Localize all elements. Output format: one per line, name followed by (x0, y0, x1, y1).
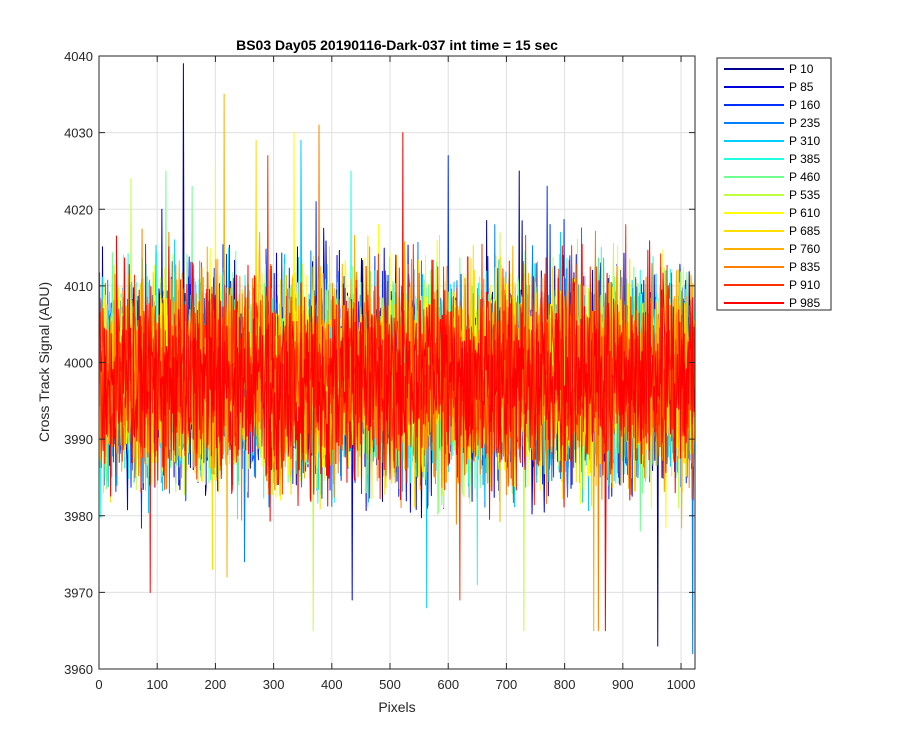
x-axis-ticks: 0 100 200 300 400 500 600 700 800 900 1000 (95, 56, 695, 692)
y-tick-label: 4020 (64, 202, 93, 217)
legend-label: P 535 (789, 188, 820, 202)
legend-label: P 160 (789, 98, 820, 112)
y-axis-ticks: 3960 3970 3980 3990 4000 4010 4020 4030 4040 (64, 49, 695, 677)
x-tick-label: 700 (496, 677, 518, 692)
x-tick-label: 300 (263, 677, 285, 692)
y-tick-label: 4010 (64, 279, 93, 294)
legend-label: P 835 (789, 260, 820, 274)
legend-label: P 685 (789, 224, 820, 238)
y-tick-label: 3990 (64, 432, 93, 447)
y-tick-label: 4000 (64, 356, 93, 371)
legend-entries: P 10 P 85 P 160 P 235 P 310 P 385 P 460 P 535 P … (724, 62, 820, 310)
legend-label: P 910 (789, 278, 820, 292)
x-tick-label: 0 (95, 677, 102, 692)
series-lines (99, 63, 695, 655)
legend-label: P 10 (789, 62, 814, 76)
legend-label: P 385 (789, 152, 820, 166)
y-tick-label: 3960 (64, 662, 93, 677)
y-tick-label: 3970 (64, 585, 93, 600)
series-line (99, 132, 695, 632)
plot-area: 0 100 200 300 400 500 600 700 800 900 1000 3960 397… (64, 49, 696, 692)
legend-label: P 985 (789, 296, 820, 310)
legend-label: P 85 (789, 80, 814, 94)
y-tick-label: 3980 (64, 509, 93, 524)
x-tick-label: 400 (321, 677, 343, 692)
legend-label: P 235 (789, 116, 820, 130)
x-tick-label: 200 (205, 677, 227, 692)
legend-label: P 760 (789, 242, 820, 256)
legend-label: P 610 (789, 206, 820, 220)
x-tick-label: 600 (437, 677, 459, 692)
x-tick-label: 500 (379, 677, 401, 692)
legend-label: P 460 (789, 170, 820, 184)
x-tick-label: 800 (554, 677, 576, 692)
x-tick-label: 100 (146, 677, 168, 692)
legend-label: P 310 (789, 134, 820, 148)
x-axis-label: Pixels (378, 699, 415, 715)
series-line (99, 124, 695, 632)
x-tick-label: 1000 (667, 677, 696, 692)
y-axis-label: Cross Track Signal (ADU) (36, 282, 52, 442)
y-tick-label: 4040 (64, 49, 93, 64)
x-tick-label: 900 (612, 677, 634, 692)
legend: P 10 P 85 P 160 P 235 P 310 P 385 P 460 P 535 P … (716, 57, 832, 311)
chart-title: BS03 Day05 20190116-Dark-037 int time = … (236, 37, 558, 53)
y-tick-label: 4030 (64, 126, 93, 141)
